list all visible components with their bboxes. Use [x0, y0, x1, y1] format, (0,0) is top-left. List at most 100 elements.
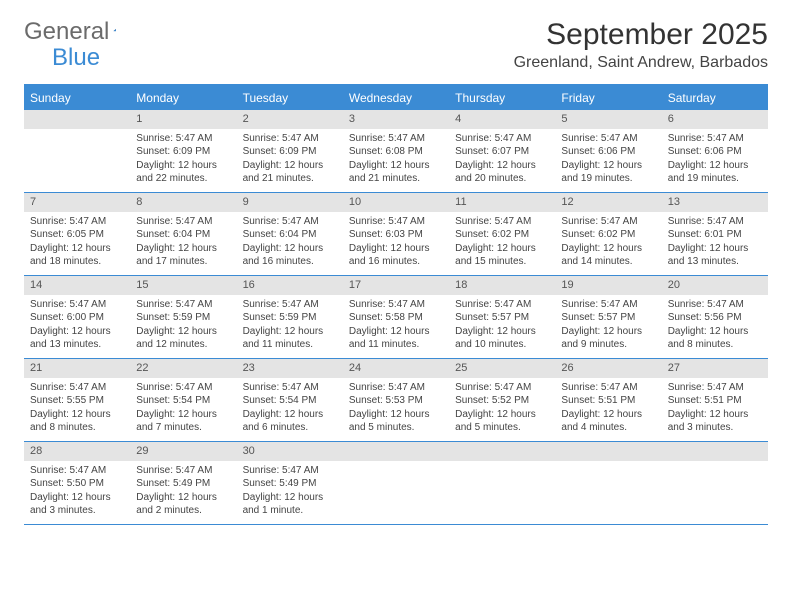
day-number: 16: [237, 276, 343, 295]
day-number: 17: [343, 276, 449, 295]
day-body: Sunrise: 5:47 AMSunset: 6:04 PMDaylight:…: [237, 212, 343, 275]
sunset-text: Sunset: 5:54 PM: [136, 394, 230, 408]
sunrise-text: Sunrise: 5:47 AM: [30, 381, 124, 395]
day-number: 19: [555, 276, 661, 295]
day-body: Sunrise: 5:47 AMSunset: 6:04 PMDaylight:…: [130, 212, 236, 275]
day-number: 23: [237, 359, 343, 378]
sunrise-text: Sunrise: 5:47 AM: [668, 215, 762, 229]
day-number: 3: [343, 110, 449, 129]
daylight-text: Daylight: 12 hours and 14 minutes.: [561, 242, 655, 269]
daylight-text: Daylight: 12 hours and 3 minutes.: [30, 491, 124, 518]
sunrise-text: Sunrise: 5:47 AM: [668, 298, 762, 312]
dow-wednesday: Wednesday: [343, 86, 449, 110]
day-body: Sunrise: 5:47 AMSunset: 6:06 PMDaylight:…: [662, 129, 768, 192]
daylight-text: Daylight: 12 hours and 20 minutes.: [455, 159, 549, 186]
sunset-text: Sunset: 6:01 PM: [668, 228, 762, 242]
day-number: 10: [343, 193, 449, 212]
sunset-text: Sunset: 5:53 PM: [349, 394, 443, 408]
day-number: .: [555, 442, 661, 461]
sail-icon: [113, 21, 117, 39]
dow-saturday: Saturday: [662, 86, 768, 110]
daylight-text: Daylight: 12 hours and 10 minutes.: [455, 325, 549, 352]
sunset-text: Sunset: 6:02 PM: [455, 228, 549, 242]
day-cell: 20Sunrise: 5:47 AMSunset: 5:56 PMDayligh…: [662, 276, 768, 358]
day-number: 18: [449, 276, 555, 295]
sunrise-text: Sunrise: 5:47 AM: [243, 132, 337, 146]
daylight-text: Daylight: 12 hours and 15 minutes.: [455, 242, 549, 269]
day-number: 7: [24, 193, 130, 212]
dow-sunday: Sunday: [24, 86, 130, 110]
sunset-text: Sunset: 5:49 PM: [136, 477, 230, 491]
day-body: Sunrise: 5:47 AMSunset: 6:02 PMDaylight:…: [449, 212, 555, 275]
daylight-text: Daylight: 12 hours and 19 minutes.: [668, 159, 762, 186]
daylight-text: Daylight: 12 hours and 21 minutes.: [349, 159, 443, 186]
day-body: Sunrise: 5:47 AMSunset: 5:57 PMDaylight:…: [449, 295, 555, 358]
week-row: 21Sunrise: 5:47 AMSunset: 5:55 PMDayligh…: [24, 359, 768, 442]
sunrise-text: Sunrise: 5:47 AM: [349, 215, 443, 229]
day-cell: 2Sunrise: 5:47 AMSunset: 6:09 PMDaylight…: [237, 110, 343, 192]
location: Greenland, Saint Andrew, Barbados: [514, 54, 768, 72]
sunrise-text: Sunrise: 5:47 AM: [243, 298, 337, 312]
day-cell: 8Sunrise: 5:47 AMSunset: 6:04 PMDaylight…: [130, 193, 236, 275]
week-row: 7Sunrise: 5:47 AMSunset: 6:05 PMDaylight…: [24, 193, 768, 276]
day-number: 13: [662, 193, 768, 212]
sunrise-text: Sunrise: 5:47 AM: [30, 464, 124, 478]
sunset-text: Sunset: 5:49 PM: [243, 477, 337, 491]
sunset-text: Sunset: 5:50 PM: [30, 477, 124, 491]
day-cell: 16Sunrise: 5:47 AMSunset: 5:59 PMDayligh…: [237, 276, 343, 358]
sunset-text: Sunset: 5:58 PM: [349, 311, 443, 325]
day-cell: 19Sunrise: 5:47 AMSunset: 5:57 PMDayligh…: [555, 276, 661, 358]
sunrise-text: Sunrise: 5:47 AM: [136, 298, 230, 312]
sunset-text: Sunset: 6:04 PM: [136, 228, 230, 242]
sunset-text: Sunset: 6:05 PM: [30, 228, 124, 242]
daylight-text: Daylight: 12 hours and 9 minutes.: [561, 325, 655, 352]
sunset-text: Sunset: 5:52 PM: [455, 394, 549, 408]
title-block: September 2025 Greenland, Saint Andrew, …: [514, 18, 768, 72]
sunrise-text: Sunrise: 5:47 AM: [243, 381, 337, 395]
daylight-text: Daylight: 12 hours and 5 minutes.: [349, 408, 443, 435]
dow-tuesday: Tuesday: [237, 86, 343, 110]
day-body: Sunrise: 5:47 AMSunset: 6:09 PMDaylight:…: [130, 129, 236, 192]
day-number: 30: [237, 442, 343, 461]
week-row: 28Sunrise: 5:47 AMSunset: 5:50 PMDayligh…: [24, 442, 768, 525]
day-number: .: [449, 442, 555, 461]
sunset-text: Sunset: 5:51 PM: [668, 394, 762, 408]
daylight-text: Daylight: 12 hours and 8 minutes.: [30, 408, 124, 435]
day-body: Sunrise: 5:47 AMSunset: 5:59 PMDaylight:…: [237, 295, 343, 358]
sunset-text: Sunset: 6:08 PM: [349, 145, 443, 159]
sunset-text: Sunset: 5:55 PM: [30, 394, 124, 408]
day-body: Sunrise: 5:47 AMSunset: 5:49 PMDaylight:…: [237, 461, 343, 524]
sunrise-text: Sunrise: 5:47 AM: [136, 381, 230, 395]
day-cell: 11Sunrise: 5:47 AMSunset: 6:02 PMDayligh…: [449, 193, 555, 275]
daylight-text: Daylight: 12 hours and 18 minutes.: [30, 242, 124, 269]
day-body: Sunrise: 5:47 AMSunset: 6:02 PMDaylight:…: [555, 212, 661, 275]
day-body: Sunrise: 5:47 AMSunset: 6:07 PMDaylight:…: [449, 129, 555, 192]
day-body: Sunrise: 5:47 AMSunset: 5:51 PMDaylight:…: [555, 378, 661, 441]
sunrise-text: Sunrise: 5:47 AM: [668, 132, 762, 146]
sunset-text: Sunset: 5:59 PM: [136, 311, 230, 325]
sunset-text: Sunset: 5:51 PM: [561, 394, 655, 408]
sunrise-text: Sunrise: 5:47 AM: [243, 464, 337, 478]
day-cell: 9Sunrise: 5:47 AMSunset: 6:04 PMDaylight…: [237, 193, 343, 275]
day-cell: .: [24, 110, 130, 192]
week-row: .1Sunrise: 5:47 AMSunset: 6:09 PMDayligh…: [24, 110, 768, 193]
sunset-text: Sunset: 6:09 PM: [136, 145, 230, 159]
month-title: September 2025: [514, 18, 768, 52]
calendar: Sunday Monday Tuesday Wednesday Thursday…: [24, 84, 768, 525]
day-cell: 7Sunrise: 5:47 AMSunset: 6:05 PMDaylight…: [24, 193, 130, 275]
day-body: Sunrise: 5:47 AMSunset: 5:52 PMDaylight:…: [449, 378, 555, 441]
sunrise-text: Sunrise: 5:47 AM: [349, 298, 443, 312]
logo-text-1: General: [24, 18, 109, 46]
sunrise-text: Sunrise: 5:47 AM: [561, 298, 655, 312]
sunset-text: Sunset: 6:07 PM: [455, 145, 549, 159]
day-body: Sunrise: 5:47 AMSunset: 6:00 PMDaylight:…: [24, 295, 130, 358]
day-cell: 15Sunrise: 5:47 AMSunset: 5:59 PMDayligh…: [130, 276, 236, 358]
day-number: 29: [130, 442, 236, 461]
sunset-text: Sunset: 6:09 PM: [243, 145, 337, 159]
daylight-text: Daylight: 12 hours and 4 minutes.: [561, 408, 655, 435]
day-body: Sunrise: 5:47 AMSunset: 6:09 PMDaylight:…: [237, 129, 343, 192]
day-number: 9: [237, 193, 343, 212]
daylight-text: Daylight: 12 hours and 8 minutes.: [668, 325, 762, 352]
day-cell: 13Sunrise: 5:47 AMSunset: 6:01 PMDayligh…: [662, 193, 768, 275]
day-cell: 3Sunrise: 5:47 AMSunset: 6:08 PMDaylight…: [343, 110, 449, 192]
